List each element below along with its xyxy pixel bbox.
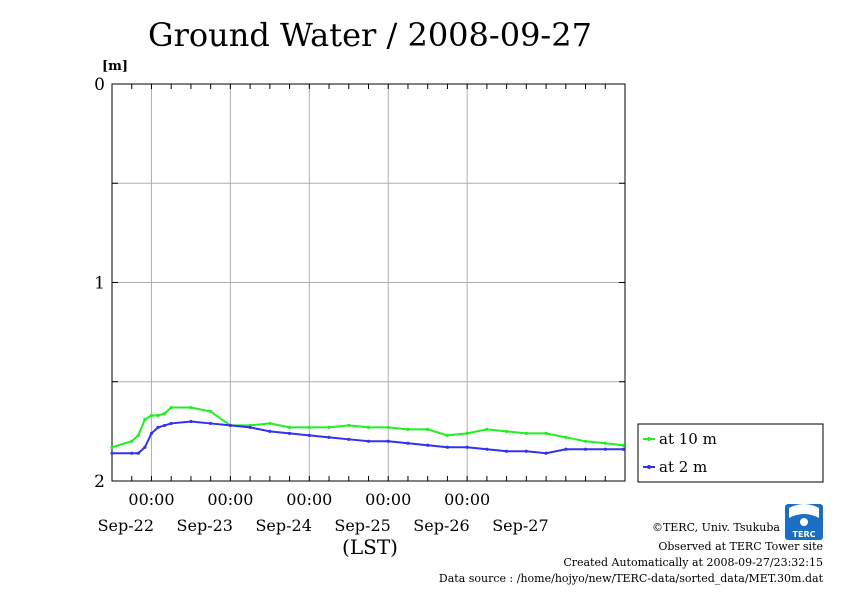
y-tick-label: 0 — [94, 75, 105, 95]
data-point — [268, 429, 272, 433]
data-point — [564, 447, 568, 451]
data-point — [583, 447, 588, 451]
data-point — [130, 439, 134, 443]
grid-lines — [112, 84, 625, 481]
y-axis-ticks: 0 1 2 — [94, 75, 625, 492]
data-point — [603, 447, 607, 451]
data-point — [505, 449, 509, 453]
data-point — [169, 405, 173, 410]
y-tick-label: 1 — [94, 274, 105, 294]
data-point — [465, 431, 469, 435]
x-time-tick-label: 00:00 — [444, 490, 490, 509]
data-point — [110, 451, 114, 455]
x-date-label: Sep-22 — [98, 516, 154, 535]
data-point — [445, 445, 450, 449]
x-time-tick-label: 00:00 — [128, 490, 174, 509]
footer-observed: Observed at TERC Tower site — [658, 540, 823, 553]
data-point — [136, 433, 140, 437]
data-point — [583, 439, 588, 443]
data-point — [621, 447, 625, 451]
legend-box — [637, 423, 824, 483]
x-axis-ticks: 00:00 00:00 00:00 00:00 00:00 Sep-22 Sep-23 Sep… — [98, 84, 626, 535]
data-point — [110, 445, 114, 449]
data-point — [287, 431, 292, 435]
data-point — [163, 423, 167, 428]
data-point — [465, 445, 469, 449]
x-date-label: Sep-24 — [255, 516, 311, 535]
data-point — [347, 423, 351, 428]
data-point — [156, 425, 160, 430]
data-point — [163, 411, 167, 416]
footer-created: Created Automatically at 2008-09-27/23:3… — [563, 556, 823, 569]
y-tick-label: 2 — [94, 472, 105, 492]
data-point — [524, 431, 528, 435]
data-point — [406, 427, 410, 431]
data-point — [366, 439, 371, 443]
chart-title: Ground Water / 2008-09-27 — [148, 16, 592, 54]
data-point — [143, 417, 147, 422]
data-point — [406, 441, 410, 445]
data-point — [136, 451, 140, 455]
x-date-label: Sep-25 — [334, 516, 390, 535]
data-point — [287, 425, 292, 430]
data-point — [485, 447, 489, 451]
x-time-tick-label: 00:00 — [207, 490, 253, 509]
footer-copyright: ©TERC, Univ. Tsukuba — [652, 521, 780, 534]
data-point — [426, 443, 430, 447]
x-time-tick-label: 00:00 — [365, 490, 411, 509]
data-point — [149, 413, 154, 418]
data-point — [544, 431, 548, 435]
data-point — [327, 435, 331, 439]
data-point — [169, 421, 173, 426]
data-point — [228, 423, 232, 428]
logo-text: TERC — [793, 530, 816, 539]
legend-marker-10m — [647, 437, 651, 441]
footer-source: Data source : /home/hojyo/new/TERC-data/… — [439, 572, 824, 585]
data-point — [209, 421, 213, 426]
data-point — [445, 433, 450, 437]
data-point — [189, 419, 193, 424]
legend-label-2m: at 2 m — [659, 458, 707, 476]
data-point — [485, 427, 489, 431]
data-point — [130, 451, 134, 455]
data-point — [156, 413, 160, 418]
data-point — [268, 421, 272, 426]
data-point — [386, 425, 390, 430]
terc-logo: TERC — [785, 504, 823, 540]
x-date-label: Sep-23 — [177, 516, 233, 535]
data-point — [327, 425, 331, 430]
x-date-label: Sep-26 — [413, 516, 469, 535]
data-point — [307, 425, 311, 430]
legend: at 10 m at 2 m — [637, 423, 824, 483]
series-layer — [110, 405, 625, 455]
data-point — [621, 443, 625, 447]
data-point — [149, 431, 154, 435]
data-point — [366, 425, 371, 430]
x-time-tick-label: 00:00 — [286, 490, 332, 509]
data-point — [564, 435, 568, 439]
y-axis-label: [m] — [102, 59, 128, 74]
data-point — [386, 439, 390, 443]
x-date-label: Sep-27 — [492, 516, 548, 535]
data-point — [248, 425, 252, 430]
data-point — [307, 433, 311, 437]
legend-marker-2m — [647, 465, 651, 469]
legend-label-10m: at 10 m — [659, 430, 717, 448]
data-point — [426, 427, 430, 431]
data-point — [209, 409, 213, 414]
x-axis-label: (LST) — [342, 535, 398, 559]
data-point — [544, 451, 548, 455]
data-point — [347, 437, 351, 441]
data-point — [189, 405, 193, 410]
data-point — [524, 449, 528, 453]
data-point — [143, 445, 147, 449]
data-point — [603, 441, 607, 445]
data-point — [505, 429, 509, 433]
